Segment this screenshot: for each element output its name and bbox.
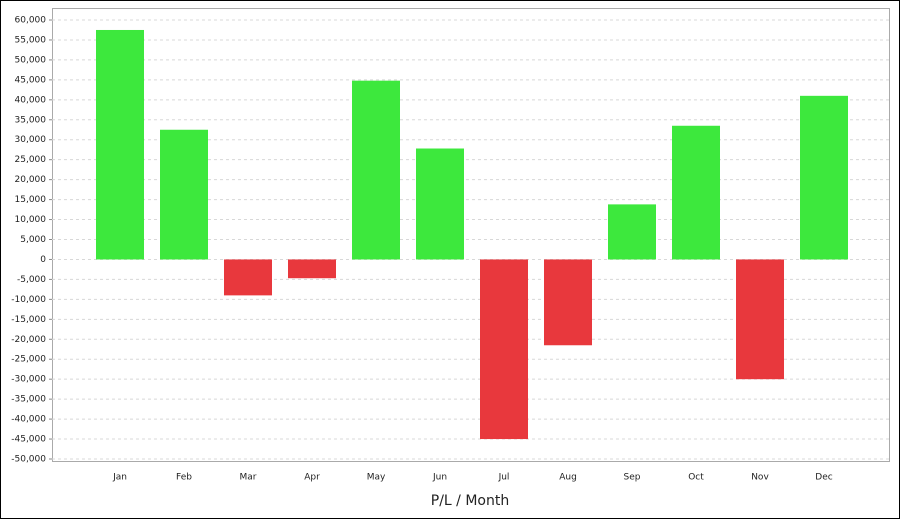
bar [672, 125, 720, 260]
y-tick-label: -5,000 [17, 275, 46, 285]
x-tick-label: Mar [240, 473, 257, 483]
x-tick-label: Jul [498, 473, 510, 483]
bar [416, 148, 464, 260]
y-tick-label: 0 [40, 255, 46, 265]
x-tick-label: Feb [176, 473, 192, 483]
bar [160, 129, 208, 260]
y-tick-label: 35,000 [15, 115, 47, 125]
y-tick-label: -35,000 [11, 395, 46, 405]
bar [544, 259, 592, 346]
x-tick-label: Jan [112, 473, 127, 483]
x-tick-label: Aug [559, 473, 577, 483]
y-tick-label: -10,000 [11, 295, 46, 305]
x-tick-label: Dec [815, 473, 832, 483]
y-tick-label: -15,000 [11, 315, 46, 325]
x-tick-label: Jun [432, 473, 447, 483]
x-tick-label: Sep [624, 473, 641, 483]
x-tick-label: Nov [751, 473, 769, 483]
y-tick-label: -40,000 [11, 415, 46, 425]
y-tick-label: 5,000 [20, 235, 46, 245]
x-tick-label: Apr [304, 473, 320, 483]
y-tick-label: 15,000 [15, 195, 47, 205]
bar [480, 259, 528, 440]
y-tick-label: 25,000 [15, 155, 47, 165]
y-tick-label: -50,000 [11, 455, 46, 465]
bar [736, 259, 784, 380]
bar [608, 204, 656, 260]
bar [96, 29, 144, 260]
bar [224, 259, 272, 296]
bar [800, 95, 848, 260]
y-tick-label: -20,000 [11, 335, 46, 345]
x-axis-label: P/L / Month [431, 493, 509, 509]
y-tick-label: 50,000 [15, 55, 47, 65]
y-tick-label: 10,000 [15, 215, 47, 225]
x-tick-label: Oct [688, 473, 704, 483]
y-tick-label: 40,000 [15, 95, 47, 105]
x-tick-label: May [367, 473, 386, 483]
y-tick-label: 45,000 [15, 75, 47, 85]
y-tick-label: -30,000 [11, 375, 46, 385]
y-tick-label: -25,000 [11, 355, 46, 365]
bar [288, 259, 336, 279]
y-tick-label: -45,000 [11, 435, 46, 445]
y-tick-label: 30,000 [15, 135, 47, 145]
bar [352, 80, 400, 260]
y-tick-label: 60,000 [15, 16, 47, 26]
y-tick-label: 20,000 [15, 175, 47, 185]
y-tick-label: 55,000 [15, 35, 47, 45]
